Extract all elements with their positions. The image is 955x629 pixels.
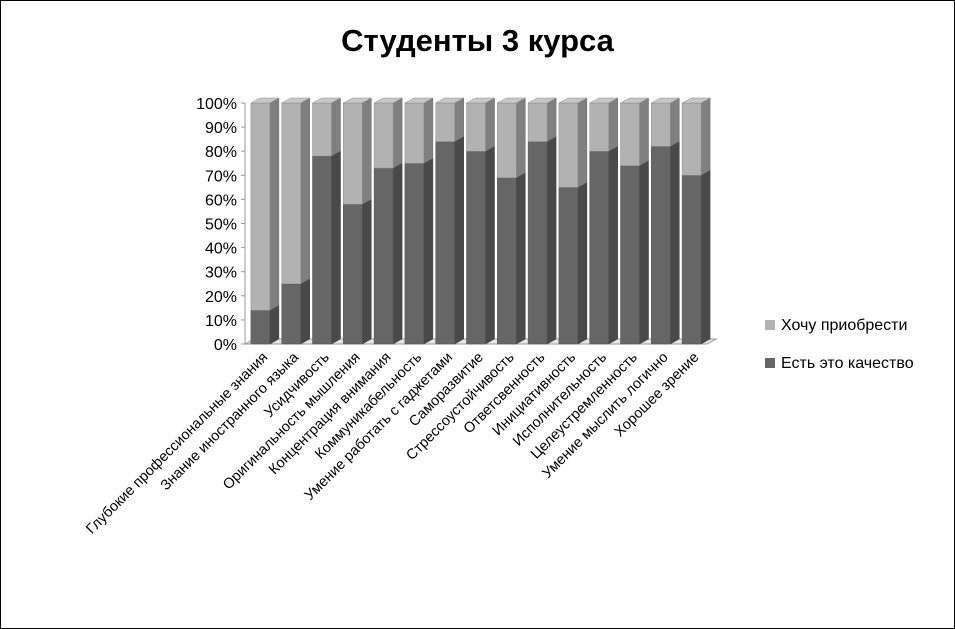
bar-segment xyxy=(620,165,640,345)
bar-side xyxy=(423,157,434,345)
bar-top xyxy=(434,97,465,104)
bar-top xyxy=(311,97,342,104)
bar-side xyxy=(700,169,711,345)
bar-segment xyxy=(497,177,517,345)
bar-segment xyxy=(343,203,363,345)
bar-segment xyxy=(250,102,271,311)
bar-segment xyxy=(312,102,332,157)
bar-side xyxy=(300,97,310,285)
bar-segment xyxy=(651,102,671,147)
bar-segment xyxy=(373,102,394,169)
y-tick-label: 90% xyxy=(205,120,237,137)
bar-segment xyxy=(651,146,671,345)
bar-side xyxy=(362,97,372,205)
y-tick-label: 10% xyxy=(205,313,237,330)
bar-top xyxy=(619,97,650,104)
bar-side xyxy=(362,198,372,345)
x-tick-label: Глубокие профессиональные знания xyxy=(83,350,271,538)
bar-side xyxy=(485,97,495,152)
bar-segment xyxy=(466,150,486,345)
bar-segment xyxy=(620,102,640,166)
bar-segment xyxy=(404,102,425,164)
bar-segment xyxy=(466,102,486,152)
bar-segment xyxy=(373,167,394,345)
bar-segment xyxy=(343,102,363,205)
chart-title: Студенты 3 курса xyxy=(341,23,614,58)
bar-top xyxy=(650,97,681,104)
bar-side xyxy=(454,136,464,345)
bar-side xyxy=(577,181,588,345)
bar-segment xyxy=(497,102,517,178)
bar-segment xyxy=(281,102,301,284)
bar-side xyxy=(300,278,310,345)
bar-side xyxy=(392,97,403,169)
bar-top xyxy=(342,97,373,104)
y-tick-label: 40% xyxy=(205,241,237,258)
bar-segment xyxy=(281,283,301,345)
bar-side xyxy=(269,304,280,345)
bar-side xyxy=(546,97,557,142)
bar-segment xyxy=(681,175,702,345)
bar-top xyxy=(280,97,311,104)
bar-segment xyxy=(435,102,455,142)
y-tick-label: 50% xyxy=(205,217,237,234)
bar-top xyxy=(403,97,434,104)
y-tick-label: 0% xyxy=(214,337,237,354)
bar-segment xyxy=(558,187,579,345)
bar-top xyxy=(681,97,712,104)
y-tick-label: 60% xyxy=(205,192,237,209)
y-tick-label: 100% xyxy=(196,96,237,113)
bar-segment xyxy=(527,141,548,345)
bar-side xyxy=(485,145,495,345)
bar-side xyxy=(608,145,618,345)
bar-top xyxy=(588,97,619,104)
bar-side xyxy=(670,97,680,147)
bar-side xyxy=(700,97,711,176)
bar-side xyxy=(639,160,649,345)
y-tick-label: 20% xyxy=(205,289,237,306)
bar-side xyxy=(577,97,588,188)
bar-side xyxy=(454,97,464,142)
bar-side xyxy=(269,97,280,311)
bar-side xyxy=(392,162,403,345)
bar-top xyxy=(373,97,404,104)
bar-side xyxy=(639,97,649,167)
bar-segment xyxy=(404,163,425,345)
bar-segment xyxy=(681,102,702,176)
bar-side xyxy=(546,136,557,345)
bar-side xyxy=(516,172,526,345)
bar-segment xyxy=(312,155,332,345)
bar-side xyxy=(423,97,434,164)
y-tick-label: 30% xyxy=(205,265,237,282)
legend-swatch xyxy=(765,358,775,368)
bar-segment xyxy=(589,150,609,345)
legend-entry: Хочу приобрести xyxy=(781,317,907,334)
legend-entry: Есть это качество xyxy=(781,355,914,372)
bar-top xyxy=(496,97,527,104)
bar-top xyxy=(465,97,496,104)
bar-segment xyxy=(250,310,271,345)
bar-side xyxy=(331,150,341,345)
bar-side xyxy=(608,97,618,152)
bar-top xyxy=(527,97,558,104)
y-tick-label: 80% xyxy=(205,144,237,161)
legend-swatch xyxy=(765,320,775,330)
bar-segment xyxy=(558,102,579,188)
bar-side xyxy=(670,140,680,345)
bar-top xyxy=(557,97,588,104)
bar-segment xyxy=(435,141,455,345)
bar-side xyxy=(331,97,341,157)
bar-side xyxy=(516,97,526,179)
bar-segment xyxy=(527,102,548,142)
y-tick-label: 70% xyxy=(205,168,237,185)
bar-top xyxy=(249,97,280,104)
bar-segment xyxy=(589,102,609,152)
